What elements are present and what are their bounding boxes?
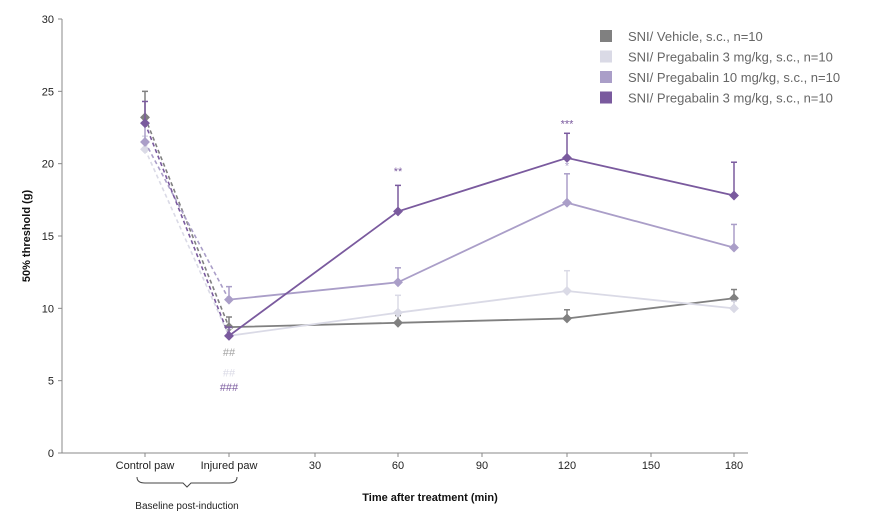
y-tick-label: 10 bbox=[42, 303, 54, 315]
significance-mark: * bbox=[565, 160, 570, 172]
y-ticks: 0 5 10 15 20 25 30 bbox=[42, 14, 62, 460]
data-point bbox=[729, 242, 739, 253]
x-tick-label: 60 bbox=[392, 460, 404, 472]
x-tick-label: 90 bbox=[476, 460, 488, 472]
baseline-bracket: Baseline post-induction bbox=[135, 476, 239, 512]
y-tick-label: 0 bbox=[48, 448, 54, 460]
legend-swatch bbox=[600, 71, 612, 83]
significance-mark: *** bbox=[561, 119, 575, 131]
y-tick-label: 25 bbox=[42, 86, 54, 98]
legend-swatch bbox=[600, 91, 612, 104]
significance-mark: ## bbox=[223, 367, 236, 379]
y-tick-label: 15 bbox=[42, 231, 54, 243]
significance-mark: ## bbox=[223, 347, 236, 359]
series-layer bbox=[140, 90, 739, 341]
data-point bbox=[393, 206, 403, 217]
data-point bbox=[224, 294, 234, 305]
legend-entry: SNI/ Pregabalin 3 mg/kg, s.c., n=10 bbox=[628, 91, 833, 106]
x-tick-label: 150 bbox=[642, 460, 660, 472]
x-ticks: Control paw Injured paw 30 60 90 120 150 180 bbox=[116, 453, 743, 472]
data-point bbox=[140, 137, 150, 147]
data-point bbox=[393, 317, 403, 328]
baseline-bracket-shape bbox=[136, 476, 238, 488]
series-line bbox=[228, 201, 735, 301]
x-tick-label: Injured paw bbox=[201, 460, 258, 472]
data-point bbox=[562, 286, 572, 296]
y-tick-label: 30 bbox=[42, 14, 54, 26]
significance-mark: ### bbox=[220, 382, 239, 394]
legend-entry: SNI/ Pregabalin 3 mg/kg, s.c., n=10 bbox=[628, 50, 833, 65]
y-tick-label: 5 bbox=[48, 376, 54, 388]
y-axis-title: 50% threshold (g) bbox=[21, 190, 33, 283]
data-point bbox=[562, 152, 572, 163]
series-line bbox=[228, 290, 735, 337]
series-2 bbox=[140, 135, 739, 341]
legend-entry: SNI/ Pregabalin 10 mg/kg, s.c., n=10 bbox=[628, 70, 840, 85]
series-baseline-line bbox=[144, 117, 230, 328]
significance-mark: ** bbox=[394, 166, 403, 178]
series-baseline-line bbox=[144, 141, 230, 301]
x-tick-label: Control paw bbox=[116, 460, 175, 472]
data-point bbox=[562, 197, 572, 208]
data-point bbox=[393, 307, 403, 318]
series-baseline-line bbox=[144, 122, 230, 337]
x-axis-title: Time after treatment (min) bbox=[362, 492, 498, 504]
legend: SNI/ Vehicle, s.c., n=10 SNI/ Pregabalin … bbox=[600, 29, 840, 106]
x-tick-label: 30 bbox=[309, 460, 321, 472]
x-tick-label: 120 bbox=[558, 460, 576, 472]
legend-swatch bbox=[600, 50, 612, 63]
data-point bbox=[140, 118, 150, 129]
series-line bbox=[228, 156, 735, 337]
data-point bbox=[562, 313, 572, 324]
baseline-bracket-label: Baseline post-induction bbox=[135, 501, 238, 512]
data-point bbox=[729, 190, 739, 201]
series-baseline-line bbox=[144, 148, 230, 337]
y-tick-label: 20 bbox=[42, 159, 54, 171]
x-tick-label: 180 bbox=[725, 460, 743, 472]
data-point bbox=[224, 330, 234, 341]
data-point bbox=[140, 144, 150, 155]
series-4 bbox=[140, 100, 739, 341]
significance-annotations: ******####### bbox=[220, 119, 574, 394]
legend-swatch bbox=[600, 30, 612, 42]
data-point bbox=[729, 303, 739, 314]
data-point bbox=[393, 277, 403, 288]
series-3 bbox=[140, 123, 739, 305]
legend-entry: SNI/ Vehicle, s.c., n=10 bbox=[628, 29, 763, 44]
